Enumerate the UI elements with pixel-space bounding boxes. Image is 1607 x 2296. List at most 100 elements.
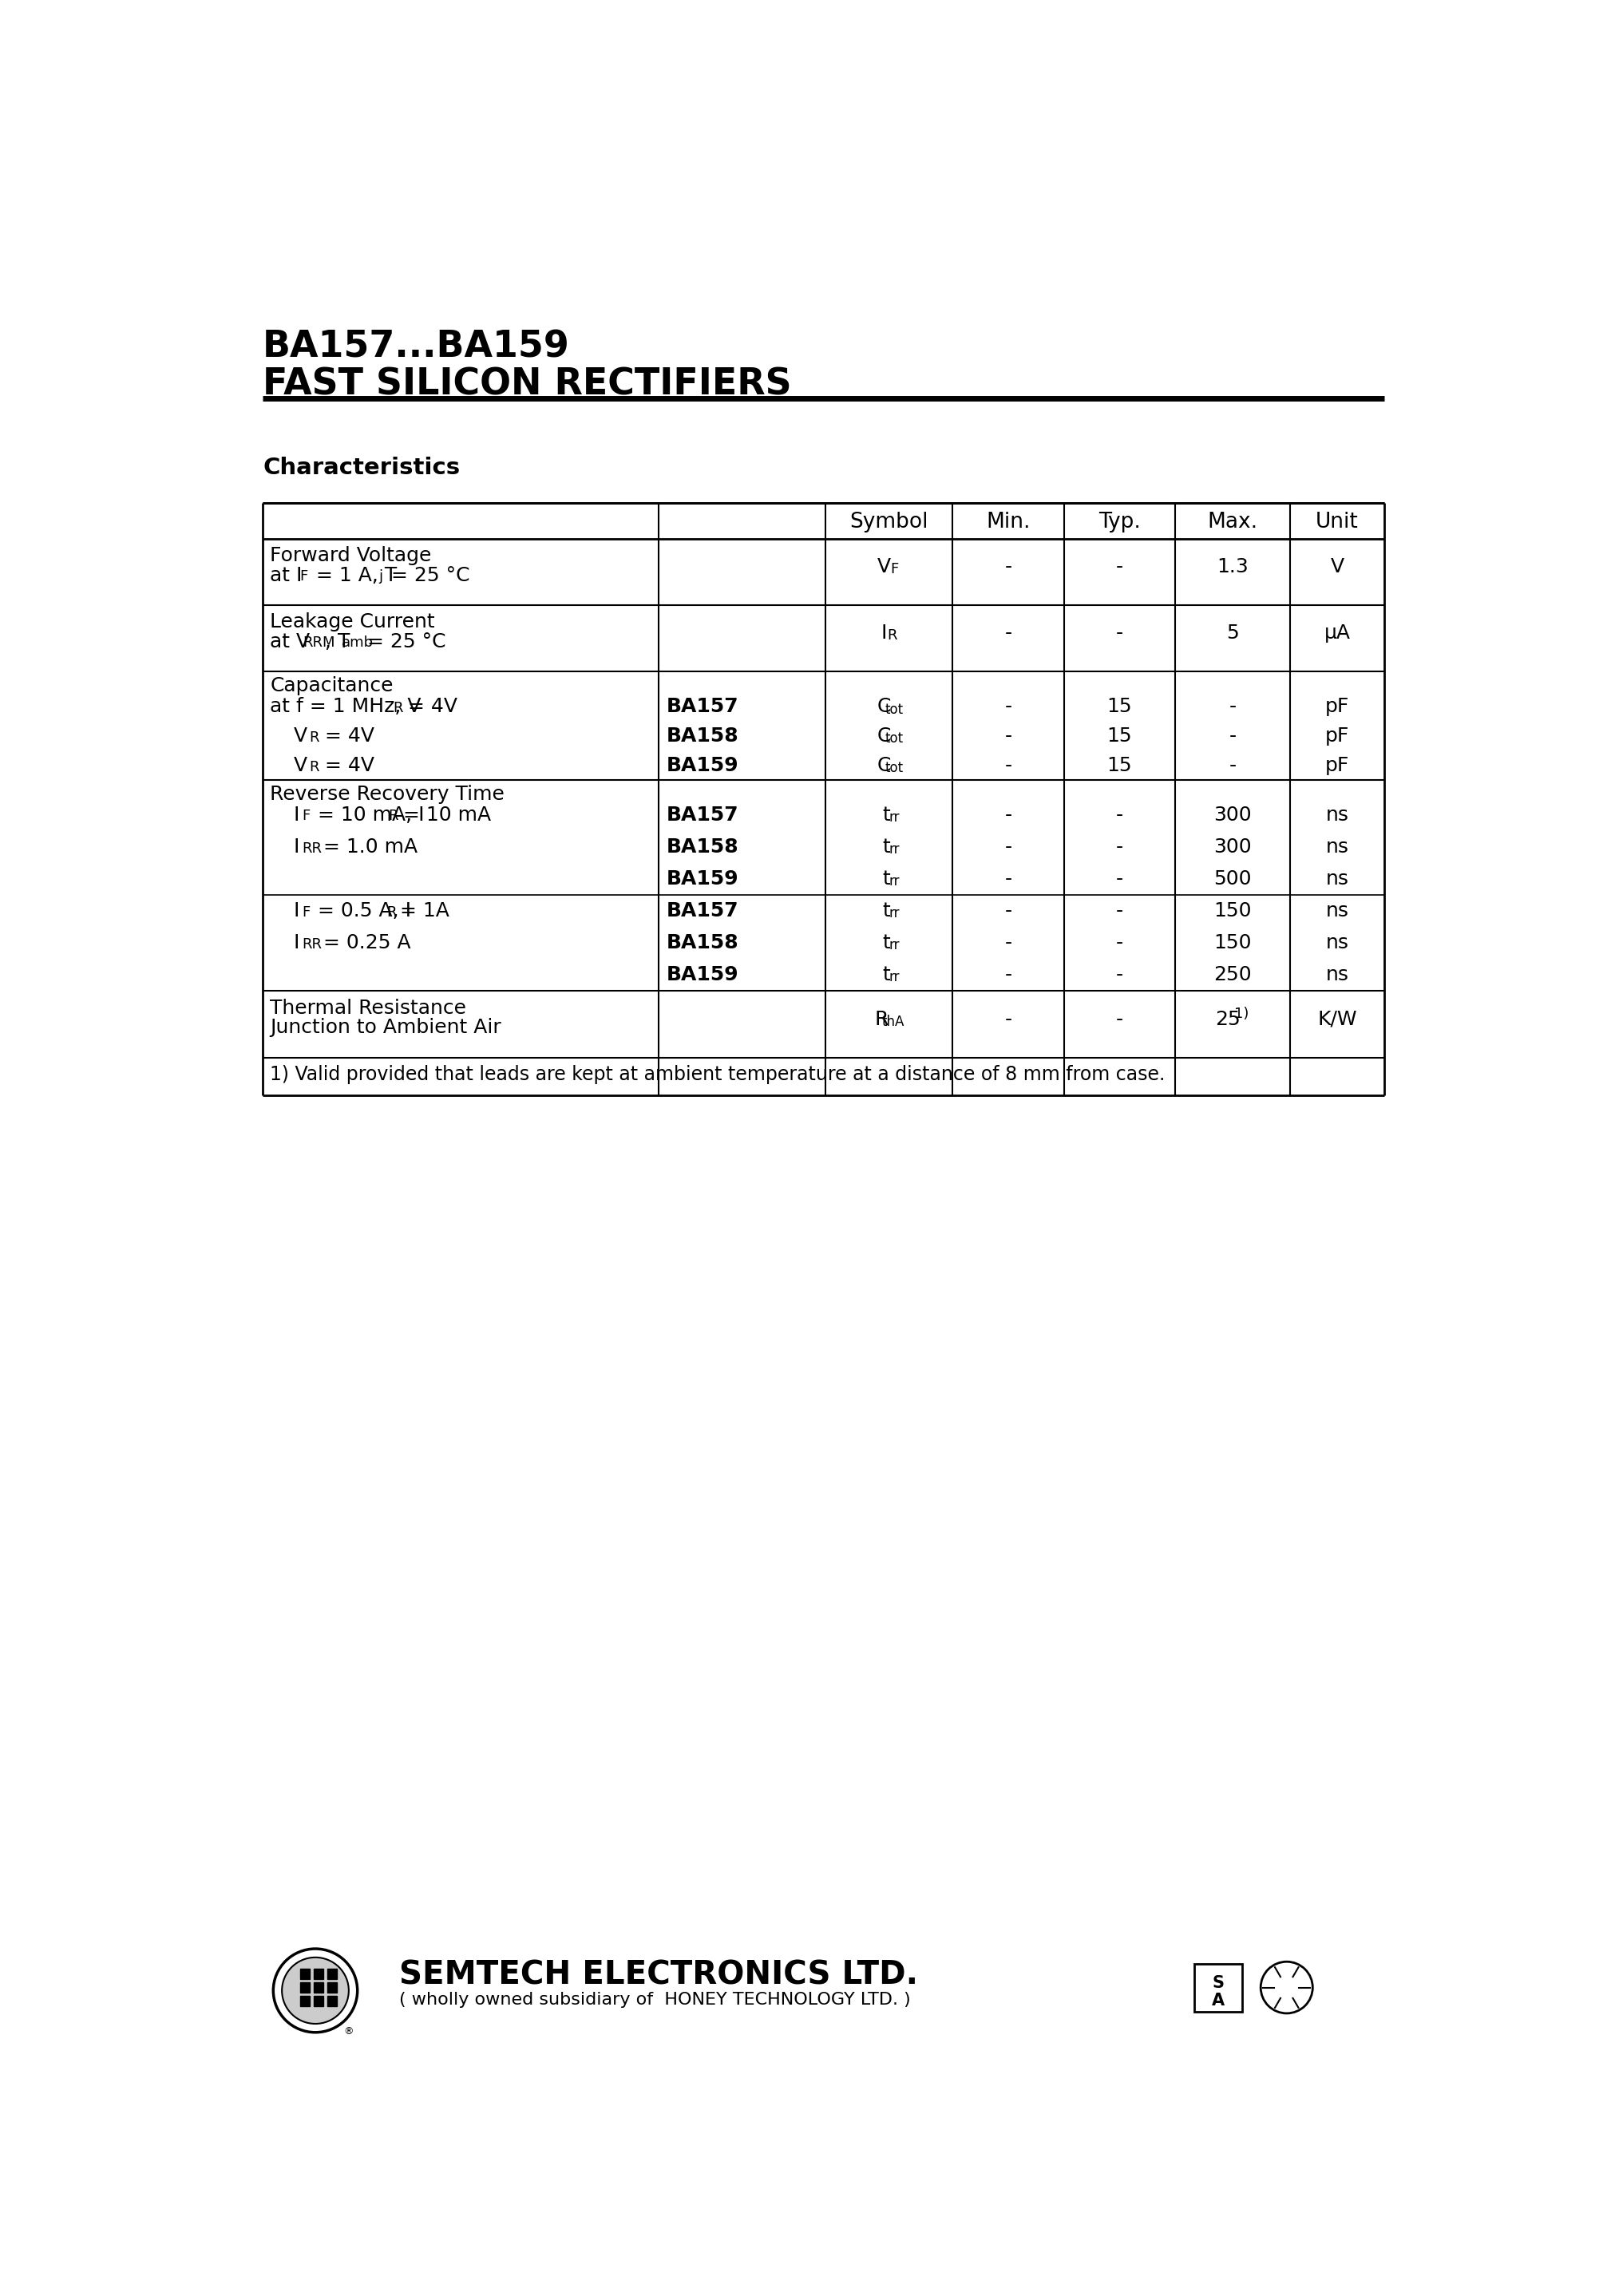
- Text: t: t: [882, 964, 890, 985]
- Text: RR: RR: [302, 840, 321, 856]
- Bar: [328, 1970, 337, 1979]
- Text: pF: pF: [1326, 698, 1350, 716]
- Text: R: R: [389, 808, 399, 824]
- Text: Reverse Recovery Time: Reverse Recovery Time: [270, 785, 505, 804]
- Text: R: R: [874, 1010, 889, 1029]
- Text: 300: 300: [1213, 838, 1252, 856]
- Text: ns: ns: [1326, 870, 1348, 889]
- Text: Thermal Resistance: Thermal Resistance: [270, 999, 466, 1017]
- Text: I: I: [294, 932, 299, 953]
- Text: 15: 15: [1107, 728, 1133, 746]
- Text: Min.: Min.: [987, 512, 1030, 533]
- Text: FAST SILICON RECTIFIERS: FAST SILICON RECTIFIERS: [262, 367, 792, 402]
- Bar: [301, 1981, 310, 1993]
- Text: C: C: [877, 728, 892, 746]
- Text: I: I: [294, 838, 299, 856]
- Text: 150: 150: [1213, 932, 1252, 953]
- Text: = 1 A, T: = 1 A, T: [310, 565, 397, 585]
- Text: -: -: [1004, 838, 1012, 856]
- Text: rr: rr: [889, 907, 900, 921]
- Text: -: -: [1115, 932, 1123, 953]
- Text: -: -: [1229, 698, 1236, 716]
- Text: BA157...BA159: BA157...BA159: [262, 331, 570, 365]
- Circle shape: [273, 1949, 357, 2032]
- Text: t: t: [882, 838, 890, 856]
- Text: rr: rr: [889, 810, 900, 824]
- Text: t: t: [882, 806, 890, 824]
- Text: Junction to Ambient Air: Junction to Ambient Air: [270, 1017, 501, 1038]
- Text: rr: rr: [889, 939, 900, 953]
- Text: = 1A: = 1A: [394, 902, 450, 921]
- Text: R: R: [386, 905, 397, 918]
- Text: I: I: [294, 806, 299, 824]
- Text: BA158: BA158: [667, 932, 739, 953]
- Text: Leakage Current: Leakage Current: [270, 613, 435, 631]
- Text: -: -: [1004, 625, 1012, 643]
- Text: V: V: [294, 728, 307, 746]
- Text: I: I: [294, 902, 299, 921]
- Text: C: C: [877, 755, 892, 776]
- Text: -: -: [1115, 902, 1123, 921]
- Text: BA159: BA159: [667, 870, 739, 889]
- Text: t: t: [882, 932, 890, 953]
- Bar: [313, 1970, 323, 1979]
- Text: C: C: [877, 698, 892, 716]
- Text: R: R: [309, 730, 320, 744]
- Text: 250: 250: [1213, 964, 1252, 985]
- Text: -: -: [1004, 870, 1012, 889]
- Text: ns: ns: [1326, 806, 1348, 824]
- Text: at I: at I: [270, 565, 302, 585]
- Text: t: t: [882, 870, 890, 889]
- Text: -: -: [1004, 728, 1012, 746]
- Text: -: -: [1229, 728, 1236, 746]
- Text: SEMTECH ELECTRONICS LTD.: SEMTECH ELECTRONICS LTD.: [399, 1961, 918, 1991]
- Text: rr: rr: [889, 875, 900, 889]
- Text: 15: 15: [1107, 755, 1133, 776]
- Text: -: -: [1004, 806, 1012, 824]
- Text: 1.3: 1.3: [1216, 558, 1249, 576]
- Text: ( wholly owned subsidiary of  HONEY TECHNOLOGY LTD. ): ( wholly owned subsidiary of HONEY TECHN…: [399, 1993, 911, 2007]
- Text: V: V: [877, 558, 890, 576]
- Text: R: R: [392, 700, 403, 716]
- Text: A: A: [1212, 1993, 1225, 2009]
- Text: F: F: [890, 563, 898, 576]
- Text: R: R: [309, 760, 320, 774]
- Text: BA157: BA157: [667, 698, 739, 716]
- Text: -: -: [1115, 806, 1123, 824]
- Text: thA: thA: [882, 1015, 905, 1029]
- Text: t: t: [882, 902, 890, 921]
- Text: tot: tot: [885, 703, 903, 716]
- Text: -: -: [1004, 1010, 1012, 1029]
- Text: BA158: BA158: [667, 838, 739, 856]
- Text: F: F: [302, 905, 310, 918]
- Circle shape: [281, 1958, 349, 2023]
- Bar: [301, 1995, 310, 2007]
- Text: -: -: [1115, 870, 1123, 889]
- Text: 1): 1): [1234, 1008, 1249, 1022]
- Text: tot: tot: [885, 762, 903, 776]
- Text: -: -: [1115, 625, 1123, 643]
- Text: RR: RR: [302, 937, 321, 951]
- Text: -: -: [1004, 932, 1012, 953]
- Text: BA159: BA159: [667, 755, 739, 776]
- Text: BA158: BA158: [667, 728, 739, 746]
- Bar: [313, 1981, 323, 1993]
- Text: F: F: [302, 808, 310, 824]
- Text: = 25 °C: = 25 °C: [384, 565, 469, 585]
- Bar: [301, 1970, 310, 1979]
- Text: 500: 500: [1213, 870, 1252, 889]
- Text: 5: 5: [1226, 625, 1239, 643]
- Text: V: V: [294, 755, 307, 776]
- Bar: [328, 1981, 337, 1993]
- Text: ns: ns: [1326, 838, 1348, 856]
- Text: BA157: BA157: [667, 806, 739, 824]
- Text: μA: μA: [1324, 625, 1350, 643]
- Text: = 0.5 A, I: = 0.5 A, I: [312, 902, 411, 921]
- Text: = 4V: = 4V: [318, 728, 374, 746]
- Text: -: -: [1004, 558, 1012, 576]
- Text: -: -: [1004, 755, 1012, 776]
- Text: Forward Voltage: Forward Voltage: [270, 546, 432, 565]
- Bar: [328, 1995, 337, 2007]
- Text: -: -: [1115, 558, 1123, 576]
- Text: Symbol: Symbol: [850, 512, 929, 533]
